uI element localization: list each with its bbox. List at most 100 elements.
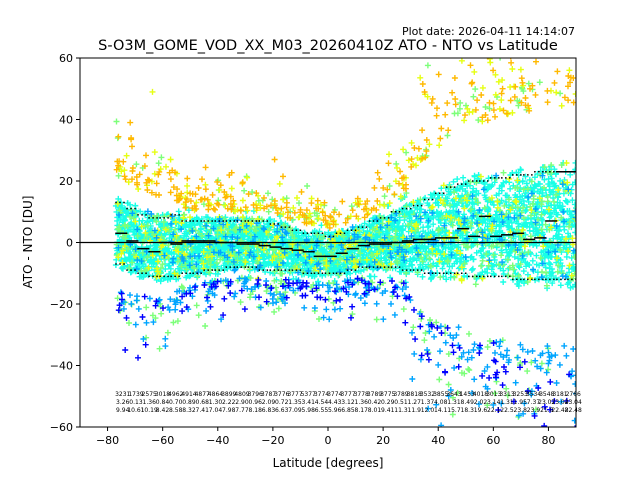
band-stat-label: 3532 — [420, 391, 435, 398]
y-axis: −60 −40 −20 0 20 40 60 — [50, 52, 80, 434]
band-stat-label: 22.5 — [500, 407, 514, 414]
band-stat-label: 0.13 — [129, 399, 143, 406]
band-stat-label: 7.37 — [527, 399, 541, 406]
y-tick-label: 60 — [59, 52, 73, 65]
band-stat-label: 11.9 — [408, 407, 422, 414]
plot-date: Plot date: 2026-04-11 14:14:07 — [402, 25, 575, 38]
scatter-series — [115, 275, 576, 427]
band-stat-label: 0.96 — [249, 399, 263, 406]
band-stat-label: 1.31 — [447, 399, 461, 406]
band-stat-label: 3181 — [552, 391, 567, 398]
band-stat-label: 2.02 — [474, 399, 488, 406]
band-stat-label: 3231 — [115, 391, 130, 398]
band-stat-label: 10.61 — [127, 407, 144, 414]
band-stat-label: 4809 — [234, 391, 249, 398]
band-stat-label: 1.27 — [408, 399, 422, 406]
band-stat-label: 2.09 — [262, 399, 276, 406]
band-stat-label: 3548 — [539, 391, 554, 398]
band-stat-label: 23.04 — [565, 399, 582, 406]
band-stat-label: 3643 — [446, 391, 461, 398]
band-stat-label: 1.36 — [355, 399, 369, 406]
band-stat-label: 8.17 — [355, 407, 369, 414]
band-stat-label: 1.30 — [209, 399, 223, 406]
band-stat-label: 23.8 — [514, 407, 528, 414]
band-stat-label: 1739 — [128, 391, 143, 398]
band-stat-label: 2.22 — [222, 399, 236, 406]
band-stat-label: 7.41 — [196, 407, 210, 414]
band-stat-label: 1453 — [460, 391, 475, 398]
band-stat-label: 3313 — [499, 391, 514, 398]
band-stat-label: 2575 — [142, 391, 157, 398]
band-stat-label: 12.0 — [421, 407, 435, 414]
band-stat-label: 3778 — [354, 391, 369, 398]
band-stats-layer: 32313.269.9417390.1310.6125751.3610.1930… — [115, 391, 582, 414]
band-stat-label: 22.1 — [487, 407, 501, 414]
band-stat-label: 7.09 — [288, 407, 302, 414]
y-tick-label: −60 — [50, 421, 73, 434]
x-tick-label: 80 — [541, 434, 555, 447]
band-stat-label: 7.77 — [235, 407, 249, 414]
band-stat-label: 5.96 — [328, 407, 342, 414]
x-axis: −80 −60 −40 −20 0 20 40 60 80 — [96, 427, 555, 447]
stats-layer — [115, 171, 576, 281]
band-stat-label: 22.48 — [551, 407, 568, 414]
band-stat-label: 0.84 — [156, 399, 170, 406]
band-stat-label: 21.0 — [540, 407, 554, 414]
band-stat-label: 23.04 — [551, 399, 568, 406]
band-stat-label: 1.37 — [421, 399, 435, 406]
band-stat-label: 3.14 — [487, 399, 501, 406]
band-stat-label: 3774 — [327, 391, 342, 398]
band-stat-label: 6.85 — [341, 407, 355, 414]
band-stat-label: 3796 — [248, 391, 263, 398]
band-stat-label: 2766 — [566, 391, 581, 398]
x-tick-label: −40 — [206, 434, 229, 447]
band-stat-label: 3787 — [261, 391, 276, 398]
band-stat-label: 4.43 — [328, 399, 342, 406]
y-tick-label: −40 — [50, 360, 73, 373]
x-tick-label: 60 — [486, 434, 500, 447]
band-stat-label: 8.01 — [368, 407, 382, 414]
scatter-series — [114, 58, 576, 284]
band-stat-label: 8.42 — [156, 407, 170, 414]
band-stat-label: 19.6 — [474, 407, 488, 414]
band-stat-label: 0.51 — [394, 399, 408, 406]
band-stat-label: 22.48 — [565, 407, 582, 414]
x-tick-label: −80 — [96, 434, 119, 447]
band-stat-label: 1.95 — [514, 399, 528, 406]
scatter-series — [113, 58, 576, 231]
band-stat-label: 18.3 — [461, 407, 475, 414]
band-stat-label: 3253 — [513, 391, 528, 398]
band-stat-label: 3013 — [486, 391, 501, 398]
band-stat-label: 3899 — [221, 391, 236, 398]
band-stat-label: 4.08 — [434, 399, 448, 406]
band-stat-label: 6.63 — [275, 407, 289, 414]
y-tick-label: 20 — [59, 175, 73, 188]
band-stat-label: 0.89 — [182, 399, 196, 406]
band-stat-label: 3.26 — [116, 399, 130, 406]
plot-area — [80, 58, 576, 427]
y-tick-label: 40 — [59, 114, 73, 127]
band-stat-label: 14.1 — [434, 407, 448, 414]
band-stat-label: 11.3 — [394, 407, 408, 414]
band-stat-label: 5377 — [301, 391, 316, 398]
band-stat-label: 4018 — [473, 391, 488, 398]
band-stat-label: 0.70 — [169, 399, 183, 406]
band-stat-label: 3789 — [367, 391, 382, 398]
band-stat-label: 4877 — [195, 391, 210, 398]
band-stat-label: 1.36 — [143, 399, 157, 406]
band-stat-label: 4962 — [168, 391, 183, 398]
band-stat-label: 10.19 — [141, 407, 158, 414]
scatter-layer — [112, 58, 576, 427]
band-stat-label: 7.98 — [222, 407, 236, 414]
y-tick-label: −20 — [50, 298, 73, 311]
band-stat-label: 8.58 — [169, 407, 183, 414]
band-stat-label: 5.98 — [302, 407, 316, 414]
band-stat-label: 3776 — [274, 391, 289, 398]
band-stat-label: 3789 — [393, 391, 408, 398]
band-stat-label: 6.55 — [315, 407, 329, 414]
band-stat-label: 0.29 — [381, 399, 395, 406]
x-tick-label: −20 — [261, 434, 284, 447]
band-stat-label: 23.07 — [538, 399, 555, 406]
band-stat-label: 3774 — [314, 391, 329, 398]
band-stat-label: 3534 — [526, 391, 541, 398]
